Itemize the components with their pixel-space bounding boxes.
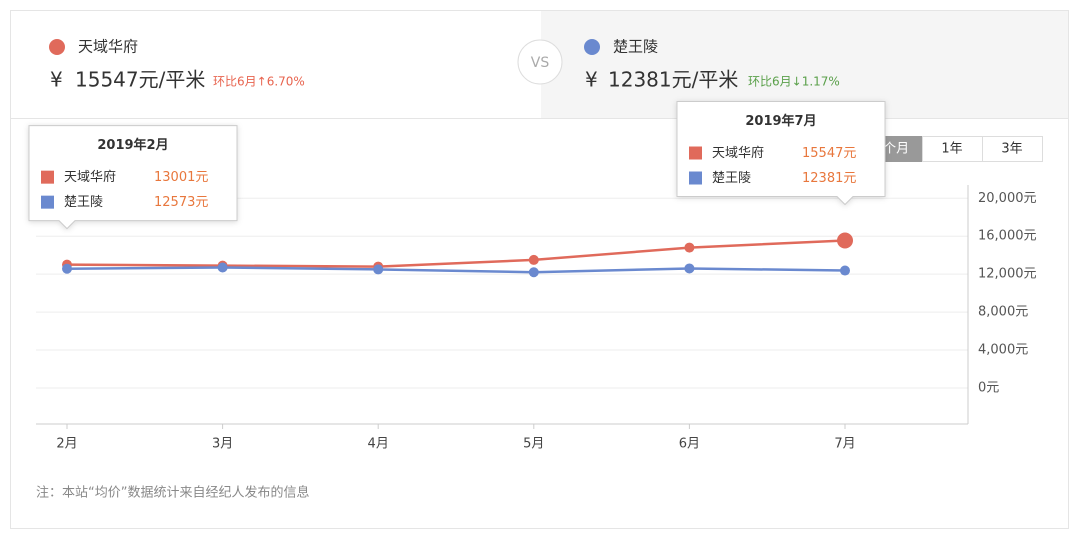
left-change: 环比6月↑6.70% xyxy=(213,75,305,89)
y-tick-label: 12,000元 xyxy=(978,267,1037,282)
x-tick-label: 2月 xyxy=(56,437,77,452)
point xyxy=(684,263,695,274)
left-dot xyxy=(49,39,65,55)
right-panel xyxy=(541,11,1068,118)
tooltip-name: 楚王陵 xyxy=(64,195,103,210)
tooltip-swatch xyxy=(689,146,702,160)
point xyxy=(684,242,695,253)
tab-label[interactable]: 1年 xyxy=(941,142,962,157)
tooltip-name: 楚王陵 xyxy=(712,171,751,186)
tab[interactable] xyxy=(922,136,983,162)
tooltip-box xyxy=(676,101,886,206)
tooltip-swatch xyxy=(41,195,54,209)
x-tick-label: 4月 xyxy=(368,437,389,452)
point xyxy=(373,264,384,275)
right-dot xyxy=(584,39,600,55)
x-tick-label: 3月 xyxy=(212,437,233,452)
tooltip-title: 2019年7月 xyxy=(745,113,816,129)
left-price: 15547元/平米 xyxy=(75,68,205,92)
left-currency: ¥ xyxy=(50,68,63,92)
y-tick-label: 16,000元 xyxy=(978,229,1037,244)
point xyxy=(528,267,539,278)
right-change: 环比6月↓1.17% xyxy=(748,75,840,89)
series-line xyxy=(66,239,846,268)
vs-label: VS xyxy=(531,55,550,71)
tooltip-swatch xyxy=(41,170,54,184)
series-line xyxy=(66,266,846,274)
point xyxy=(528,254,539,265)
x-tick-label: 5月 xyxy=(523,437,544,452)
tooltip-value: 12573元 xyxy=(154,195,208,210)
y-tick-label: 8,000元 xyxy=(978,305,1028,320)
tab-label[interactable]: 3年 xyxy=(1001,142,1022,157)
tooltip-title: 2019年2月 xyxy=(97,137,168,153)
y-tick-label: 20,000元 xyxy=(978,191,1037,206)
point xyxy=(62,263,72,274)
tooltip-swatch xyxy=(689,171,702,185)
tooltip-value: 12381元 xyxy=(802,171,856,186)
tooltip-value: 13001元 xyxy=(154,170,208,185)
left-name: 天域华府 xyxy=(78,38,138,56)
tooltip-name: 天域华府 xyxy=(712,146,764,161)
point xyxy=(840,265,850,276)
x-tick-label: 7月 xyxy=(834,437,855,452)
y-tick-label: 0元 xyxy=(978,380,999,395)
right-currency: ¥ xyxy=(585,68,598,92)
tooltip-name: 天域华府 xyxy=(64,170,116,185)
x-tick-label: 6月 xyxy=(679,437,700,452)
tooltip-value: 15547元 xyxy=(802,146,856,161)
note: 注：本站“均价”数据统计来自经纪人发布的信息 xyxy=(36,485,309,501)
point xyxy=(217,262,228,273)
right-price: 12381元/平米 xyxy=(608,68,738,92)
vs-circle xyxy=(517,39,563,85)
y-tick-label: 4,000元 xyxy=(978,343,1028,358)
right-name: 楚王陵 xyxy=(613,38,658,56)
tab[interactable] xyxy=(982,136,1043,162)
tooltip-box xyxy=(28,125,238,230)
point xyxy=(837,232,853,249)
